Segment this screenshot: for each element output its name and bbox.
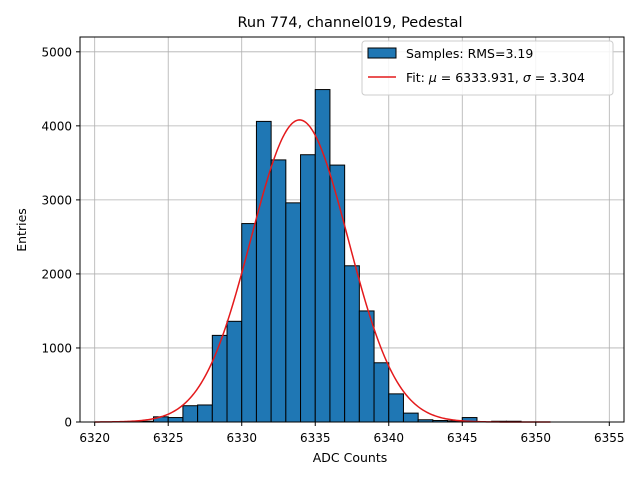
x-tick-label: 6335 xyxy=(300,431,331,445)
histogram-bar xyxy=(329,164,346,423)
legend-fit-mu-symbol: μ xyxy=(428,70,437,85)
y-tick-label: 3000 xyxy=(41,193,72,207)
histogram-bar xyxy=(300,154,316,423)
histogram-bar xyxy=(358,310,375,423)
histogram-bar xyxy=(373,362,390,423)
x-tick-label: 6330 xyxy=(226,431,257,445)
y-tick-label: 2000 xyxy=(41,267,72,281)
legend-fit-part: = 6333.931, xyxy=(437,70,523,85)
x-axis-label: ADC Counts xyxy=(313,450,388,465)
legend-histogram-swatch xyxy=(367,47,397,59)
y-tick-label: 1000 xyxy=(41,341,72,355)
y-axis-label: Entries xyxy=(14,208,29,252)
x-tick-label: 6325 xyxy=(153,431,184,445)
histogram-bar xyxy=(226,320,243,423)
histogram-bars xyxy=(123,89,522,423)
histogram-bar xyxy=(182,405,199,423)
histogram-bar xyxy=(241,223,257,423)
histogram-bar xyxy=(255,120,272,423)
x-tick-label: 6350 xyxy=(521,431,552,445)
x-tick-label: 6355 xyxy=(594,431,625,445)
legend-fit-part: Fit: xyxy=(406,70,429,85)
histogram-bar xyxy=(285,202,302,423)
legend: Samples: RMS=3.19 Fit: μ = 6333.931, σ =… xyxy=(361,40,614,96)
x-tick-label: 6340 xyxy=(373,431,404,445)
histogram-bar xyxy=(270,159,287,423)
x-axis-ticks: 6320 6325 6330 6335 6340 6345 6350 6355 xyxy=(79,422,625,445)
y-tick-label: 4000 xyxy=(41,119,72,133)
legend-fit-label: Fit: μ = 6333.931, σ = 3.304 xyxy=(406,70,585,85)
legend-fit-part: = 3.304 xyxy=(531,70,585,85)
axes-frame xyxy=(79,36,625,423)
y-tick-label: 5000 xyxy=(41,45,72,59)
y-axis-ticks: 0 1000 2000 3000 4000 5000 xyxy=(41,45,80,430)
legend-fit-sigma-symbol: σ xyxy=(523,70,532,85)
y-tick-label: 0 xyxy=(64,416,72,430)
histogram-bar xyxy=(388,393,404,423)
legend-histogram-label: Samples: RMS=3.19 xyxy=(406,46,533,61)
x-tick-label: 6345 xyxy=(447,431,478,445)
chart-title: Run 774, channel019, Pedestal xyxy=(237,15,462,31)
histogram-bar xyxy=(211,334,228,423)
histogram-bar xyxy=(197,404,213,423)
histogram-bar xyxy=(402,412,419,423)
histogram-bar xyxy=(344,265,360,423)
legend-box xyxy=(361,40,614,96)
histogram-bar xyxy=(167,417,184,423)
x-tick-label: 6320 xyxy=(79,431,110,445)
